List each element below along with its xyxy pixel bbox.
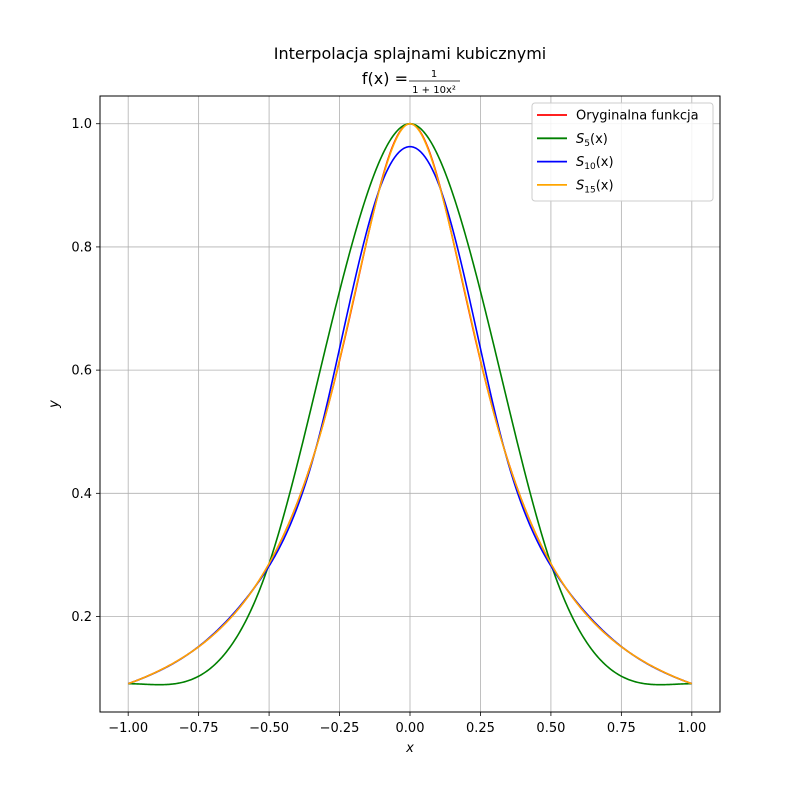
series-lines xyxy=(127,122,693,686)
chart-subtitle-formula: f(x) = 1 1 + 10x² xyxy=(362,69,460,96)
y-tick-label-0: 0.2 xyxy=(71,610,92,625)
x-axis-ticks: −1.00 −0.75 −0.50 −0.25 0.00 0.25 0.50 0.75 1.00 xyxy=(108,712,706,736)
x-tick-label-8: 1.00 xyxy=(677,721,706,736)
y-axis-label: y xyxy=(47,400,62,409)
x-tick-label-0: −1.00 xyxy=(108,721,148,736)
x-tick-label-7: 0.75 xyxy=(607,721,636,736)
x-axis-label: x xyxy=(405,741,414,756)
legend-label-2: S10(x) xyxy=(576,155,614,172)
legend-label-0: Oryginalna funkcja xyxy=(576,109,699,124)
chart-title: Interpolacja splajnami kubicznymi xyxy=(274,44,546,63)
legend-box xyxy=(531,102,714,202)
formula-denominator: 1 + 10x² xyxy=(412,85,456,96)
x-tick-label-3: −0.25 xyxy=(320,721,360,736)
y-tick-label-2: 0.6 xyxy=(71,364,92,379)
y-tick-label-3: 0.8 xyxy=(71,240,92,255)
legend-label-1: S5(x) xyxy=(576,132,608,149)
x-tick-label-2: −0.50 xyxy=(249,721,289,736)
formula-numerator: 1 xyxy=(431,69,437,80)
formula-lhs: f(x) = xyxy=(362,69,408,88)
x-tick-label-4: 0.00 xyxy=(396,721,425,736)
series-line-3 xyxy=(127,122,693,685)
y-axis-ticks: 0.2 0.4 0.6 0.8 1.0 xyxy=(71,117,100,625)
legend-label-3: S15(x) xyxy=(576,178,614,195)
y-tick-label-4: 1.0 xyxy=(71,117,92,132)
legend: Oryginalna funkcja S5(x) S10(x) S15(x) xyxy=(531,102,714,202)
x-tick-label-5: 0.25 xyxy=(466,721,495,736)
y-tick-label-1: 0.4 xyxy=(71,487,92,502)
x-tick-label-6: 0.50 xyxy=(536,721,565,736)
x-tick-label-1: −0.75 xyxy=(179,721,219,736)
